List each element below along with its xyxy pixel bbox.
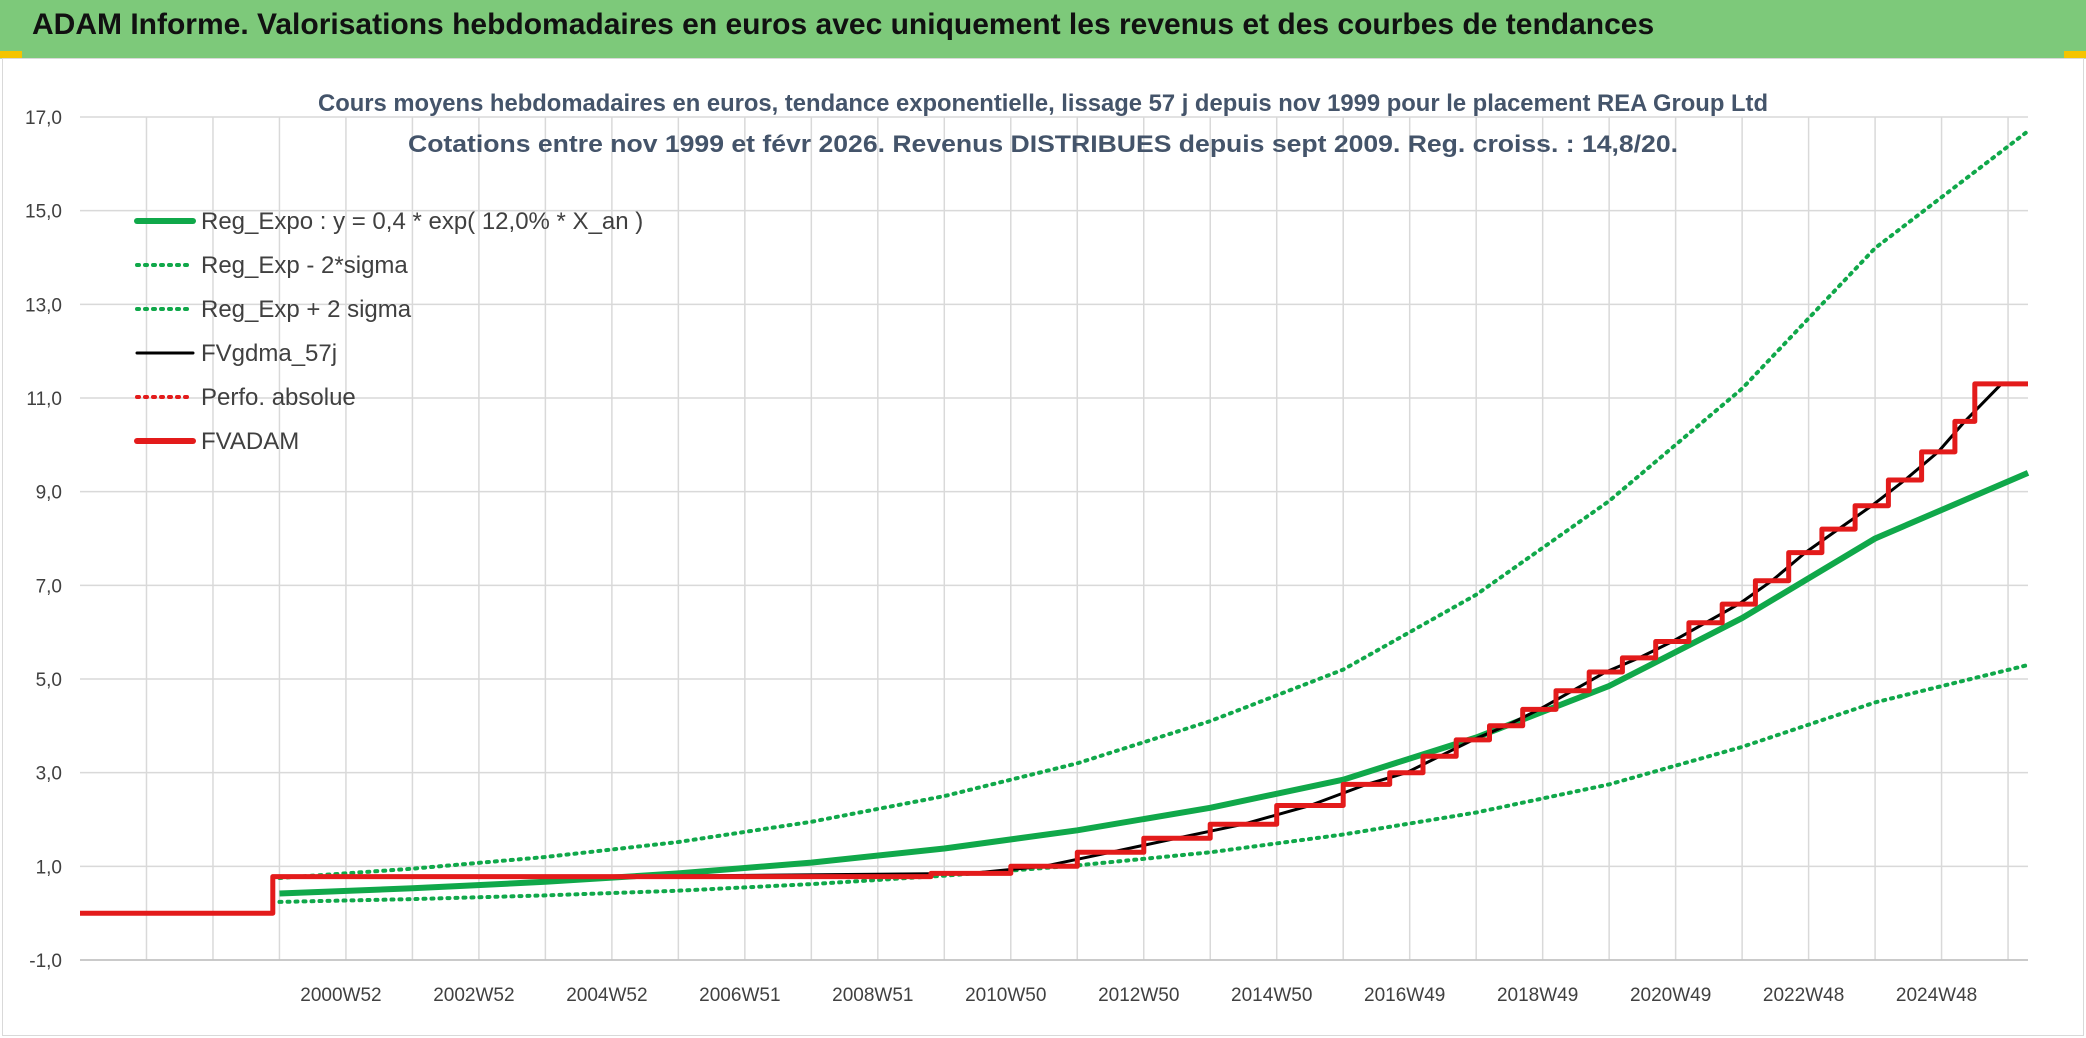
y-tick-label: 5,0	[36, 670, 62, 691]
chart-titles: Cours moyens hebdomadaires en euros, ten…	[318, 90, 1768, 158]
x-tick-label: 2002W52	[433, 985, 514, 1006]
series-line-fvadam	[80, 381, 2028, 916]
legend-label: Reg_Expo : y = 0,4 * exp( 12,0% * X_an )	[201, 208, 643, 235]
chart-title: Cours moyens hebdomadaires en euros, ten…	[318, 90, 1768, 117]
y-tick-label: 9,0	[36, 483, 62, 504]
y-tick-label: 11,0	[26, 389, 62, 410]
y-tick-label: 17,0	[25, 108, 62, 129]
x-tick-label: 2022W48	[1763, 985, 1844, 1006]
series-line-reg-expo	[279, 470, 2030, 897]
series-line-fvgdma-57j	[279, 382, 2003, 879]
x-axis-ticks: 2000W52 2002W52 2004W52 2006W51 2008W51 2010W…	[300, 985, 1977, 1006]
x-tick-label: 2010W50	[965, 985, 1046, 1006]
y-tick-label: 1,0	[36, 857, 62, 878]
x-tick-label: 2024W48	[1896, 985, 1977, 1006]
grid	[80, 116, 2028, 961]
legend-label: Reg_Exp + 2 sigma	[201, 296, 412, 323]
x-tick-label: 2006W51	[699, 985, 780, 1006]
x-tick-label: 2012W50	[1098, 985, 1179, 1006]
y-tick-label: -1,0	[29, 951, 62, 972]
y-tick-label: 13,0	[25, 295, 62, 316]
legend-label: Perfo. absolue	[201, 384, 356, 411]
x-tick-label: 2016W49	[1364, 985, 1445, 1006]
x-tick-label: 2008W51	[832, 985, 913, 1006]
corner-marker-right	[2064, 51, 2086, 58]
x-tick-label: 2014W50	[1231, 985, 1312, 1006]
y-axis-ticks: -1,0 1,0 3,0 5,0 7,0 9,0 11,0 13,0 15,0 17,0	[25, 108, 62, 972]
legend-label: FVADAM	[201, 428, 299, 455]
x-tick-label: 2020W49	[1630, 985, 1711, 1006]
legend-label: Reg_Exp - 2*sigma	[201, 252, 408, 279]
series-layer	[80, 129, 2030, 916]
series-line-reg-exp-2-sigma	[277, 129, 2030, 880]
corner-marker-left	[0, 51, 22, 58]
x-tick-label: 2000W52	[300, 985, 381, 1006]
x-tick-label: 2004W52	[566, 985, 647, 1006]
chart-frame	[2, 58, 2084, 1036]
y-tick-label: 7,0	[36, 576, 62, 597]
header-banner: ADAM Informe. Valorisations hebdomadaire…	[0, 0, 2086, 59]
page-title: ADAM Informe. Valorisations hebdomadaire…	[32, 8, 1655, 41]
legend: Reg_Expo : y = 0,4 * exp( 12,0% * X_an )…	[134, 208, 643, 455]
series-line-reg-exp-2-sigma	[277, 663, 2030, 904]
y-tick-label: 15,0	[25, 202, 62, 223]
legend-label: FVgdma_57j	[201, 340, 337, 367]
y-tick-label: 3,0	[36, 764, 62, 785]
x-tick-label: 2018W49	[1497, 985, 1578, 1006]
chart-subtitle: Cotations entre nov 1999 et févr 2026. R…	[408, 131, 1678, 158]
